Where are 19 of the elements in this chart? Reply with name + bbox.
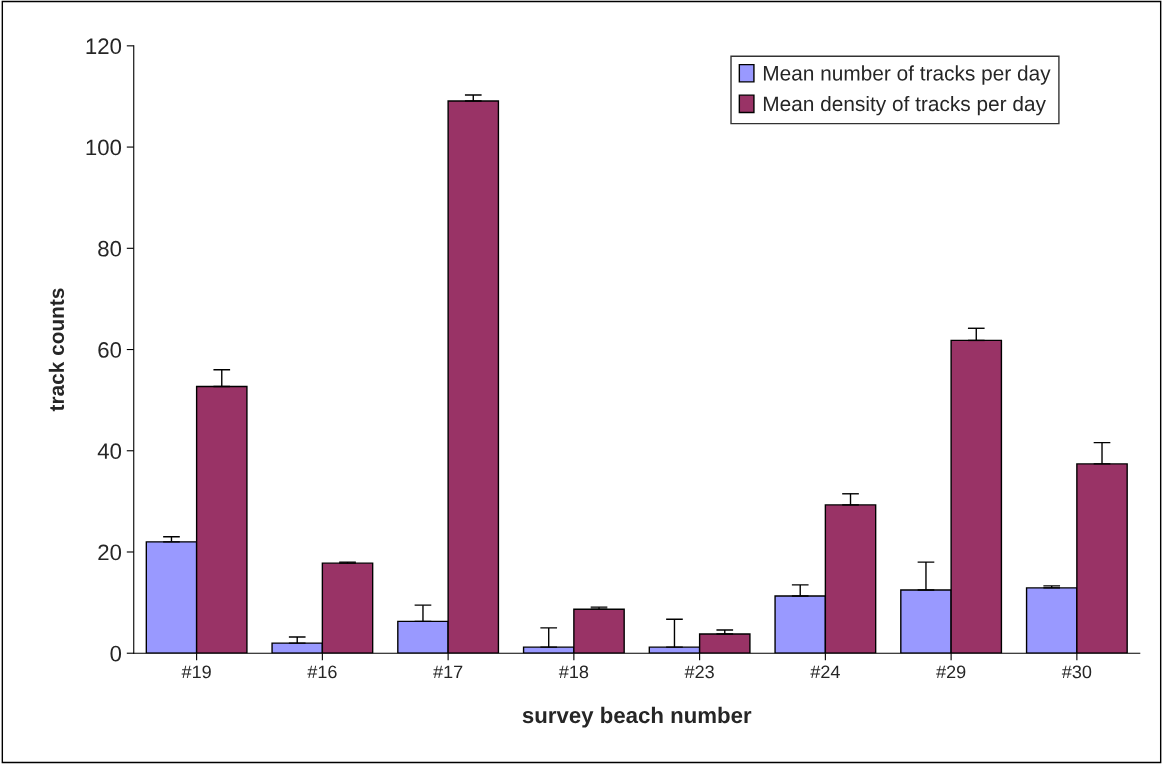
y-tick-label: 80 bbox=[98, 240, 122, 257]
y-tick-label: 120 bbox=[86, 38, 122, 55]
x-tick-label: #16 bbox=[307, 665, 337, 679]
y-tick-label: 0 bbox=[110, 645, 122, 662]
x-tick-label: #19 bbox=[181, 665, 211, 679]
x-tick-label: #23 bbox=[684, 665, 714, 679]
y-tick-label: 100 bbox=[86, 139, 122, 156]
x-tick-label: #17 bbox=[433, 665, 463, 679]
y-tick-label: 40 bbox=[97, 443, 122, 460]
x-tick-label: #30 bbox=[1061, 665, 1092, 679]
x-axis-title: survey beach number bbox=[522, 706, 752, 728]
x-tick-label: #24 bbox=[810, 665, 840, 679]
x-tick-label: #29 bbox=[936, 665, 966, 679]
y-tick-label: 60 bbox=[98, 342, 122, 358]
legend-label: Mean density of tracks per day bbox=[763, 95, 1046, 116]
y-axis-title: track counts bbox=[48, 288, 65, 412]
legend-label: Mean number of tracks per day bbox=[763, 65, 1051, 85]
x-tick-label: #18 bbox=[558, 665, 589, 679]
y-tick-label: 20 bbox=[98, 544, 122, 561]
